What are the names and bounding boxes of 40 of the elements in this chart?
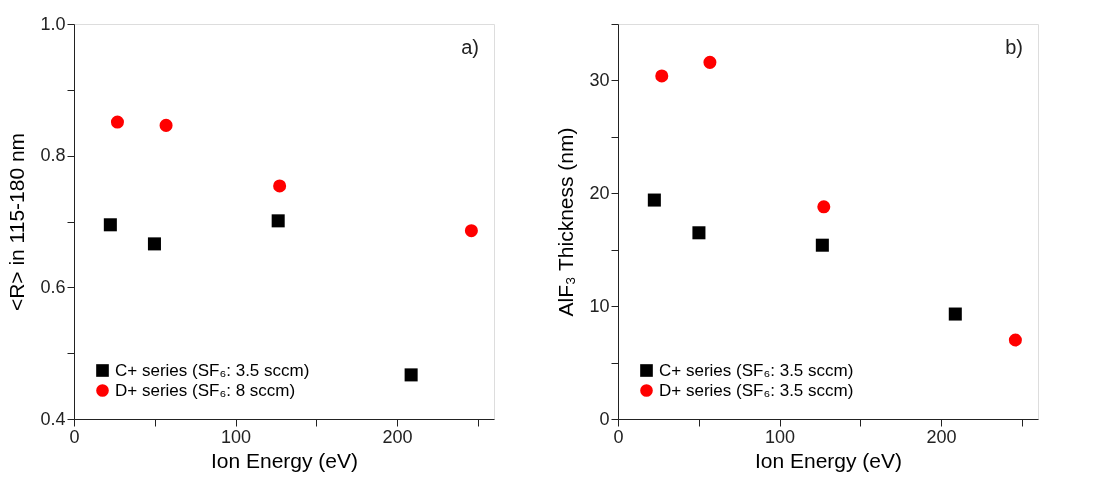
y-axis-title: AlF₃ Thickness (nm) — [554, 127, 578, 317]
point — [647, 193, 661, 207]
y-tick-label: 0 — [599, 408, 610, 429]
x-tick-label: 200 — [926, 426, 957, 447]
point — [103, 218, 117, 232]
point — [692, 226, 706, 240]
y-tick-label: 10 — [589, 295, 610, 316]
x-tick-label: 200 — [382, 426, 413, 447]
point — [703, 55, 717, 69]
y-axis-title: <R> in 115-180 nm — [5, 132, 29, 312]
point — [273, 179, 287, 193]
x-axis-title: Ion Energy (eV) — [754, 448, 903, 472]
x-axis-title: Ion Energy (eV) — [210, 448, 359, 472]
point — [815, 238, 829, 252]
x-tick-label: 100 — [765, 426, 796, 447]
legend-label: D+ series (SF₆: 8 sccm) — [115, 380, 296, 400]
y-tick-label: 0.8 — [40, 145, 66, 166]
annotation: a) — [461, 36, 479, 58]
x-tick-label: 0 — [613, 426, 624, 447]
legend-label: C+ series (SF₆: 3.5 sccm) — [115, 360, 310, 380]
point — [655, 69, 669, 83]
x-tick-label: 100 — [221, 426, 252, 447]
y-tick-label: 30 — [589, 69, 610, 90]
point — [110, 115, 124, 129]
legend-label: D+ series (SF₆: 3.5 sccm) — [659, 380, 854, 400]
point — [948, 307, 962, 321]
point — [817, 200, 831, 214]
point — [1008, 333, 1022, 347]
y-tick-label: 1.0 — [40, 13, 66, 34]
point — [464, 224, 478, 238]
point — [271, 214, 285, 228]
text: 0.4 — [40, 408, 66, 429]
point — [147, 237, 161, 251]
y-tick-label: 0.6 — [40, 276, 66, 297]
x-tick-label: 0 — [69, 426, 80, 447]
point — [404, 368, 418, 382]
y-tick-label: 20 — [589, 182, 610, 203]
annotation: b) — [1005, 36, 1023, 58]
legend-label: C+ series (SF₆: 3.5 sccm) — [659, 360, 854, 380]
point — [159, 118, 173, 132]
